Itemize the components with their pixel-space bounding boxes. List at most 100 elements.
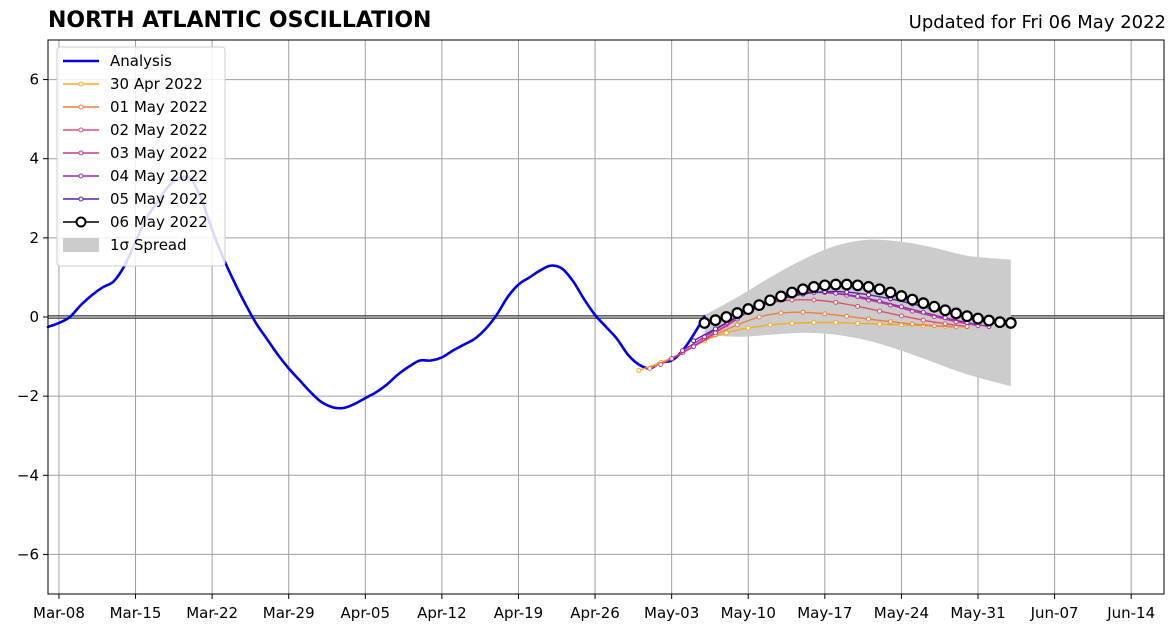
data-point: [691, 344, 697, 350]
y-tick-label: 2: [29, 229, 39, 247]
data-point: [877, 321, 883, 327]
data-point: [866, 316, 872, 322]
data-point: [720, 311, 733, 323]
data-point: [862, 281, 875, 293]
data-point: [811, 297, 817, 303]
data-point: [917, 297, 930, 310]
x-tick-label: Apr-12: [417, 604, 467, 622]
data-point: [877, 298, 883, 304]
data-point: [833, 320, 839, 326]
y-tick-label: −2: [17, 387, 39, 405]
legend-entry: 30 Apr 2022: [63, 75, 203, 93]
data-point: [745, 325, 751, 331]
data-point: [786, 286, 798, 299]
data-point: [866, 292, 872, 298]
data-point: [939, 304, 952, 317]
data-point: [764, 294, 777, 307]
x-tick-label: Jun-07: [1030, 604, 1079, 622]
data-point: [680, 348, 686, 354]
legend-marker: [78, 81, 84, 87]
legend-label: 03 May 2022: [110, 144, 208, 162]
series-7: [698, 278, 1017, 329]
data-point: [844, 289, 850, 295]
data-point: [993, 316, 1006, 329]
legend-label: Analysis: [110, 52, 172, 70]
data-point: [931, 323, 937, 329]
x-tick-label: May-31: [950, 604, 1005, 622]
spread-layer: [704, 239, 1011, 387]
x-tick-label: Apr-19: [494, 604, 544, 622]
data-point: [920, 309, 926, 315]
legend-entry: 03 May 2022: [63, 144, 208, 162]
data-point: [658, 361, 664, 367]
data-point: [855, 320, 861, 326]
data-point: [698, 317, 711, 329]
data-point: [811, 320, 817, 326]
data-point: [877, 308, 883, 314]
data-point: [906, 293, 919, 306]
legend-marker: [75, 216, 87, 228]
x-tick-label: May-24: [874, 604, 929, 622]
y-tick-label: −4: [17, 466, 39, 484]
data-point: [647, 365, 653, 371]
legend-label: 30 Apr 2022: [110, 75, 203, 93]
legend-label: 04 May 2022: [110, 167, 208, 185]
data-point: [950, 307, 963, 320]
data-point: [833, 299, 839, 305]
data-point: [669, 356, 675, 362]
legend-label: 01 May 2022: [110, 98, 208, 116]
data-point: [895, 290, 908, 302]
legend-entry: 06 May 2022: [63, 213, 208, 231]
data-point: [961, 310, 973, 323]
data-point: [778, 310, 784, 316]
data-point: [898, 313, 904, 319]
data-point: [753, 299, 766, 312]
legend-entry: Analysis: [63, 52, 172, 70]
legend-entry: 02 May 2022: [63, 121, 208, 139]
legend-entry: 1σ Spread: [63, 236, 187, 254]
updated-date: Updated for Fri 06 May 2022: [908, 12, 1166, 33]
data-point: [709, 314, 722, 327]
chart-title: NORTH ATLANTIC OSCILLATION: [48, 8, 432, 33]
data-point: [789, 320, 795, 326]
legend-swatch: [63, 238, 99, 252]
legend-marker: [78, 104, 84, 110]
data-point: [844, 313, 850, 319]
data-point: [636, 367, 642, 373]
data-point: [840, 278, 853, 291]
legend-marker: [78, 127, 84, 133]
y-tick-label: 4: [29, 150, 39, 168]
data-point: [920, 317, 926, 323]
y-tick-label: 0: [29, 308, 39, 326]
legend-label: 02 May 2022: [110, 121, 208, 139]
data-point: [818, 279, 831, 292]
x-tick-label: Jun-14: [1106, 604, 1155, 622]
x-tick-label: Mar-08: [33, 604, 85, 622]
data-point: [855, 293, 861, 299]
x-tick-label: Mar-15: [110, 604, 162, 622]
data-point: [789, 297, 795, 303]
spread-band: [704, 239, 1011, 387]
x-tick-label: Apr-05: [341, 604, 391, 622]
legend-box: [56, 46, 226, 267]
data-point: [734, 322, 740, 328]
legend: Analysis 30 Apr 2022 01 May 2022 02 May 202…: [56, 46, 226, 267]
legend-label: 1σ Spread: [110, 236, 187, 254]
legend-entry: 01 May 2022: [63, 98, 208, 116]
legend-marker: [78, 150, 84, 156]
legend-marker: [78, 173, 84, 179]
legend-entry: 04 May 2022: [63, 167, 208, 185]
x-tick-label: May-17: [797, 604, 852, 622]
data-point: [775, 290, 787, 303]
data-point: [851, 279, 864, 292]
data-point: [898, 304, 904, 310]
x-tick-label: Mar-29: [263, 604, 315, 622]
x-tick-label: Mar-22: [186, 604, 238, 622]
data-point: [942, 315, 948, 321]
x-tick-label: May-10: [721, 604, 776, 622]
y-tick-label: 6: [29, 71, 39, 89]
data-point: [712, 326, 718, 332]
data-point: [983, 314, 995, 327]
data-point: [855, 303, 861, 309]
